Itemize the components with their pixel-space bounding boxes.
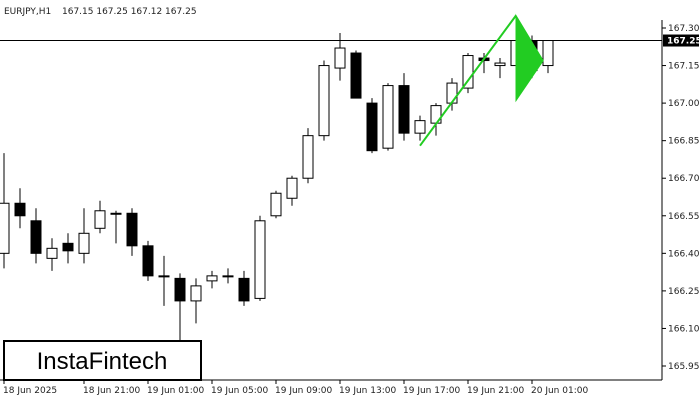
candle <box>254 215 266 301</box>
pennant-pattern <box>419 13 544 147</box>
candle <box>190 278 202 324</box>
y-tick-label: 166.10 <box>668 324 700 334</box>
candle <box>46 238 58 271</box>
candle <box>414 115 426 141</box>
candle <box>110 210 122 244</box>
axes: 167.30 167.15 167.00 166.85 166.70 166.55 166.… <box>0 20 700 396</box>
candle-body-down <box>142 245 154 277</box>
y-tick-label: 166.70 <box>668 174 700 184</box>
candle <box>174 273 186 349</box>
candle <box>206 270 218 289</box>
candle-body-up <box>462 55 474 89</box>
pennant-pole <box>419 14 517 147</box>
candle-body-up <box>382 85 394 149</box>
logo-frame <box>3 340 202 381</box>
candle-body-up <box>494 62 506 67</box>
plot-area <box>0 33 662 349</box>
candle-body-up <box>542 40 554 67</box>
candle-body-down <box>126 212 138 247</box>
y-tick-label: 165.95 <box>668 362 700 372</box>
y-tick-label: 166.25 <box>668 287 700 297</box>
candle-body-up <box>222 275 234 278</box>
candle-body-down <box>350 52 362 99</box>
candle-body-down <box>62 242 74 252</box>
x-tick-label: 18 Jun 21:00 <box>83 386 140 396</box>
candle <box>238 270 250 306</box>
candle <box>382 83 394 151</box>
y-tick-label: 166.85 <box>668 137 700 147</box>
symbol-label: EURJPY,H1 <box>4 7 51 17</box>
candle-body-down <box>398 85 410 134</box>
x-tick-label: 18 Jun 2025 <box>3 386 57 396</box>
candle-body-up <box>446 82 458 104</box>
candle <box>494 58 506 79</box>
x-tick-label: 19 Jun 17:00 <box>403 386 460 396</box>
candle <box>366 98 378 154</box>
candle <box>302 128 314 184</box>
candle <box>270 190 282 219</box>
candle <box>94 200 106 234</box>
candle-body-down <box>174 277 186 302</box>
candle-body-up <box>0 202 10 254</box>
x-tick-label: 20 Jun 01:00 <box>531 386 588 396</box>
candle-body-up <box>94 210 106 229</box>
candle <box>286 175 298 206</box>
candle-body-down <box>238 277 250 302</box>
x-tick-label: 19 Jun 05:00 <box>211 386 268 396</box>
ohlc-label: 167.15 167.25 167.12 167.25 <box>62 7 197 17</box>
candle <box>334 33 346 81</box>
candle-body-up <box>110 212 122 215</box>
candle-body-up <box>414 120 426 134</box>
candle-body-up <box>270 192 282 217</box>
y-tick-label: 167.30 <box>668 24 700 34</box>
x-tick-label: 19 Jun 09:00 <box>275 386 332 396</box>
y-tick-label: 166.55 <box>668 212 700 222</box>
candle <box>350 50 362 99</box>
candle-body-up <box>78 232 90 254</box>
instafintech-logo: InstaFintech <box>3 340 202 381</box>
candle-body-up <box>318 65 330 137</box>
candle-body-up <box>286 177 298 199</box>
candle-body-up <box>158 275 170 278</box>
y-tick-label: 167.15 <box>668 62 700 72</box>
candle <box>222 268 234 284</box>
candle <box>0 153 10 269</box>
candle <box>62 233 74 264</box>
candle-body-up <box>302 135 314 179</box>
candle <box>14 188 26 229</box>
candle <box>30 208 42 264</box>
x-tick-label: 19 Jun 21:00 <box>467 386 524 396</box>
candle <box>158 255 170 306</box>
candle-body-up <box>46 247 58 259</box>
candle-body-up <box>206 275 218 282</box>
candle-body-up <box>190 285 202 302</box>
logo-text: InstaFintech <box>37 348 168 375</box>
candle <box>126 208 138 256</box>
candle <box>142 240 154 281</box>
y-tick-label: 166.40 <box>668 249 700 259</box>
candle <box>318 60 330 141</box>
candle-body-up <box>334 47 346 69</box>
candle-body-down <box>14 202 26 217</box>
candle <box>398 73 410 141</box>
candle-body-down <box>30 220 42 254</box>
candle-body-up <box>254 220 266 299</box>
x-tick-label: 19 Jun 13:00 <box>339 386 396 396</box>
pennant-flag <box>515 13 544 103</box>
current-price-tag <box>663 34 699 47</box>
candle <box>542 40 554 74</box>
candle <box>78 208 90 264</box>
candle-body-down <box>366 102 378 152</box>
candle <box>462 53 474 94</box>
y-tick-label: 167.00 <box>668 99 700 109</box>
x-tick-label: 19 Jun 01:00 <box>147 386 204 396</box>
current-price-label: 167.25 <box>667 37 700 47</box>
